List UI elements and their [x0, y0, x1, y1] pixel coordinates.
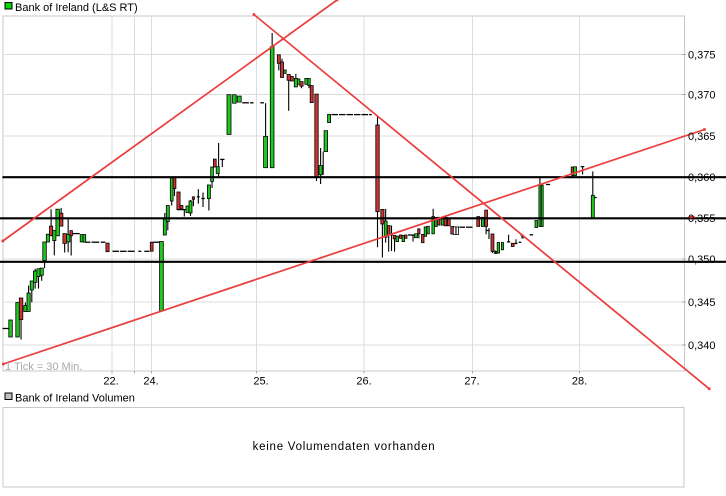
svg-text:0,340: 0,340 [688, 340, 716, 352]
svg-text:keine Volumendaten vorhanden: keine Volumendaten vorhanden [253, 441, 436, 453]
svg-text:24.: 24. [143, 376, 158, 388]
svg-text:0,350: 0,350 [688, 254, 716, 266]
svg-text:26.: 26. [356, 376, 371, 388]
svg-text:0,345: 0,345 [688, 297, 716, 309]
svg-text:0,360: 0,360 [688, 172, 716, 184]
svg-text:28.: 28. [572, 376, 587, 388]
svg-text:0,375: 0,375 [688, 50, 716, 62]
svg-text:0,365: 0,365 [688, 131, 716, 143]
svg-text:27.: 27. [464, 376, 479, 388]
svg-text:0,370: 0,370 [688, 90, 716, 102]
svg-text:Bank of Ireland (L&S RT): Bank of Ireland (L&S RT) [15, 2, 138, 14]
svg-text:1 Tick = 30 Min.: 1 Tick = 30 Min. [5, 361, 82, 373]
svg-text:22.: 22. [103, 376, 118, 388]
svg-text:Bank of Ireland Volumen: Bank of Ireland Volumen [15, 393, 135, 405]
svg-text:0,355: 0,355 [688, 213, 716, 225]
svg-text:25.: 25. [253, 376, 268, 388]
